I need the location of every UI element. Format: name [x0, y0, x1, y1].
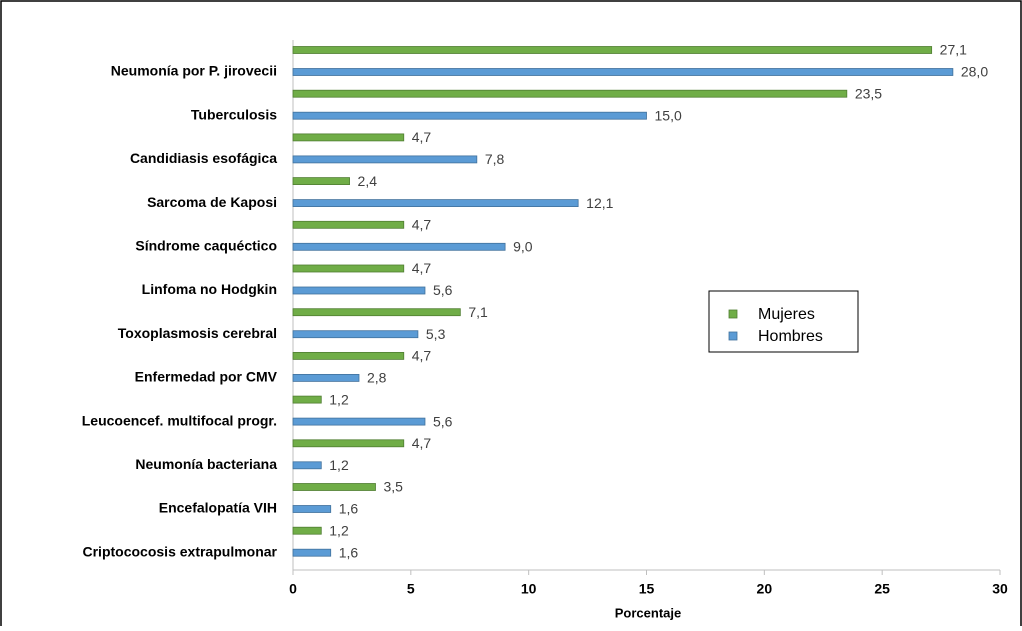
- y-tick-label: Criptococosis extrapulmonar: [83, 543, 278, 559]
- value-label: 9,0: [513, 239, 533, 255]
- value-label: 5,6: [433, 413, 453, 429]
- value-label: 27,1: [940, 42, 967, 58]
- value-label: 1,2: [329, 522, 349, 538]
- value-label: 3,5: [383, 479, 403, 495]
- bar: [292, 308, 461, 317]
- y-tick-label: Encefalopatía VIH: [159, 500, 277, 516]
- bar: [292, 155, 478, 164]
- value-label: 2,4: [358, 173, 378, 189]
- bar: [292, 548, 332, 557]
- value-label: 1,6: [339, 501, 359, 517]
- x-tick-label: 15: [639, 581, 655, 597]
- bar: [292, 264, 405, 273]
- legend-swatch: [728, 331, 738, 341]
- bar: [292, 89, 848, 98]
- value-label: 12,1: [586, 195, 613, 211]
- bar: [292, 220, 405, 229]
- x-tick-label: 10: [521, 581, 537, 597]
- y-tick-label: Tuberculosis: [191, 106, 277, 122]
- legend-swatch: [728, 309, 738, 319]
- x-tick-label: 0: [289, 581, 297, 597]
- bar: [292, 286, 426, 295]
- bar: [292, 461, 322, 470]
- bar: [292, 133, 405, 142]
- bar: [292, 330, 419, 339]
- bar: [292, 439, 405, 448]
- bar: [292, 199, 579, 208]
- x-tick-label: 5: [407, 581, 415, 597]
- y-tick-label: Sarcoma de Kaposi: [147, 194, 277, 210]
- legend-label: Mujeres: [758, 306, 815, 323]
- value-label: 7,8: [485, 151, 505, 167]
- bar: [292, 242, 506, 251]
- bar: [292, 351, 405, 360]
- value-label: 28,0: [961, 64, 988, 80]
- bar: [292, 177, 350, 186]
- x-tick-label: 30: [992, 581, 1008, 597]
- y-tick-label: Toxoplasmosis cerebral: [118, 325, 277, 341]
- bar: [292, 46, 933, 54]
- bar: [292, 526, 322, 535]
- bar: [292, 111, 647, 120]
- y-tick-label: Leucoencef. multifocal progr.: [82, 412, 277, 428]
- value-label: 1,2: [329, 391, 349, 407]
- y-tick-label: Neumonía bacteriana: [135, 456, 277, 472]
- bar: [292, 505, 332, 513]
- x-tick-label: 20: [757, 581, 773, 597]
- value-label: 15,0: [655, 107, 682, 123]
- bar: [292, 417, 426, 426]
- x-tick-label: 25: [874, 581, 890, 597]
- value-label: 4,7: [412, 348, 432, 364]
- bar: [292, 395, 322, 404]
- value-label: 4,7: [412, 260, 432, 276]
- bar: [292, 68, 954, 76]
- bar: [292, 483, 376, 491]
- x-axis-title: Porcentaje: [615, 605, 681, 620]
- value-label: 4,7: [412, 217, 432, 233]
- value-label: 23,5: [855, 85, 882, 101]
- y-tick-label: Enfermedad por CMV: [135, 369, 278, 385]
- value-label: 1,2: [329, 457, 349, 473]
- y-tick-label: Candidiasis esofágica: [130, 150, 277, 166]
- value-label: 5,6: [433, 282, 453, 298]
- value-label: 5,3: [426, 326, 446, 342]
- legend-box: [708, 290, 859, 353]
- value-label: 2,8: [367, 370, 387, 386]
- y-tick-label: Linfoma no Hodgkin: [142, 281, 277, 297]
- y-tick-label: Neumonía por P. jirovecii: [111, 63, 277, 79]
- value-label: 7,1: [468, 304, 488, 320]
- legend-label: Hombres: [758, 328, 823, 345]
- bar: [292, 373, 360, 382]
- value-label: 4,7: [412, 435, 432, 451]
- y-tick-label: Síndrome caquéctico: [135, 238, 277, 254]
- value-label: 1,6: [339, 544, 359, 560]
- value-label: 4,7: [412, 129, 432, 145]
